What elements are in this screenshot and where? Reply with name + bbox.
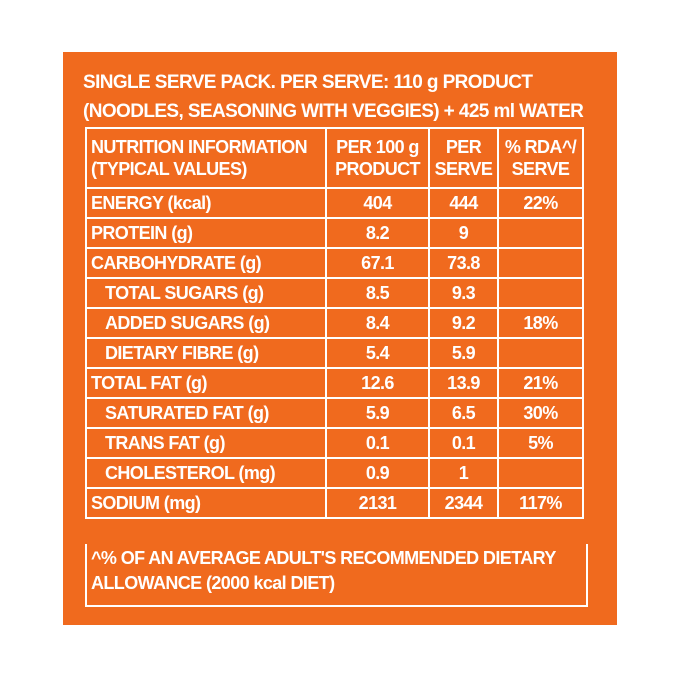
value-cell: 12.6 <box>325 367 430 399</box>
value-cell: 9.2 <box>428 307 499 339</box>
value-cell: 5.9 <box>428 337 499 369</box>
value-cell <box>497 277 584 309</box>
nutrition-table: NUTRITION INFORMATION (TYPICAL VALUES) PER… <box>85 127 584 519</box>
nutrient-label: TRANS FAT (g) <box>85 427 327 459</box>
table-row: CARBOHYDRATE (g) 67.1 73.8 <box>85 247 584 279</box>
footnote-line: ^% OF AN AVERAGE ADULT'S RECOMMENDED DIE… <box>91 548 556 568</box>
nutrient-label: TOTAL FAT (g) <box>85 367 327 399</box>
header-text: SERVE <box>434 159 493 179</box>
value-cell: 444 <box>428 187 499 219</box>
value-cell: 117% <box>497 487 584 519</box>
value-cell: 2344 <box>428 487 499 519</box>
table-row: CHOLESTEROL (mg) 0.9 1 <box>85 457 584 489</box>
value-cell: 22% <box>497 187 584 219</box>
value-cell <box>497 337 584 369</box>
nutrition-panel: SINGLE SERVE PACK. PER SERVE: 110 g PROD… <box>63 52 617 625</box>
value-cell: 8.2 <box>325 217 430 249</box>
value-cell: 9 <box>428 217 499 249</box>
value-cell: 5% <box>497 427 584 459</box>
header-cell: NUTRITION INFORMATION (TYPICAL VALUES) <box>85 127 327 189</box>
value-cell: 8.4 <box>325 307 430 339</box>
value-cell: 18% <box>497 307 584 339</box>
heading: SINGLE SERVE PACK. PER SERVE: 110 g PROD… <box>83 68 584 126</box>
table-row: SODIUM (mg) 2131 2344 117% <box>85 487 584 519</box>
value-cell: 0.9 <box>325 457 430 489</box>
header-row: NUTRITION INFORMATION (TYPICAL VALUES) PER… <box>85 127 584 189</box>
value-cell: 21% <box>497 367 584 399</box>
table-row: PROTEIN (g) 8.2 9 <box>85 217 584 249</box>
value-cell: 0.1 <box>428 427 499 459</box>
footnote-line: ALLOWANCE (2000 kcal DIET) <box>91 573 335 593</box>
value-cell: 2131 <box>325 487 430 519</box>
value-cell: 73.8 <box>428 247 499 279</box>
value-cell: 6.5 <box>428 397 499 429</box>
value-cell: 67.1 <box>325 247 430 279</box>
nutrient-label: SATURATED FAT (g) <box>85 397 327 429</box>
value-cell: 5.4 <box>325 337 430 369</box>
header-text: SERVE <box>511 159 570 179</box>
header-text: (TYPICAL VALUES) <box>91 159 247 179</box>
value-cell: 404 <box>325 187 430 219</box>
heading-line: (NOODLES, SEASONING WITH VEGGIES) + 425 … <box>83 101 584 122</box>
value-cell <box>497 247 584 279</box>
table-row: TRANS FAT (g) 0.1 0.1 5% <box>85 427 584 459</box>
header-cell: % RDA^/SERVE <box>497 127 584 189</box>
nutrient-label: ENERGY (kcal) <box>85 187 327 219</box>
value-cell: 8.5 <box>325 277 430 309</box>
table-row: ENERGY (kcal) 404 444 22% <box>85 187 584 219</box>
table-row: TOTAL SUGARS (g) 8.5 9.3 <box>85 277 584 309</box>
header-cell: PER 100 g PRODUCT <box>325 127 430 189</box>
nutrient-label: PROTEIN (g) <box>85 217 327 249</box>
footnote: ^% OF AN AVERAGE ADULT'S RECOMMENDED DIE… <box>85 544 588 607</box>
table-row: ADDED SUGARS (g) 8.4 9.2 18% <box>85 307 584 339</box>
header-text: PER <box>445 137 482 157</box>
value-cell: 9.3 <box>428 277 499 309</box>
header-text: % RDA^/ <box>504 137 577 157</box>
header-text: PER 100 g <box>336 137 419 157</box>
nutrient-label: TOTAL SUGARS (g) <box>85 277 327 309</box>
value-cell: 13.9 <box>428 367 499 399</box>
table-row: DIETARY FIBRE (g) 5.4 5.9 <box>85 337 584 369</box>
header-text: NUTRITION INFORMATION <box>91 137 308 157</box>
header-cell: PER SERVE <box>428 127 499 189</box>
header-text: PRODUCT <box>335 159 420 179</box>
table-row: TOTAL FAT (g) 12.6 13.9 21% <box>85 367 584 399</box>
nutrient-label: ADDED SUGARS (g) <box>85 307 327 339</box>
nutrient-label: CARBOHYDRATE (g) <box>85 247 327 279</box>
value-cell <box>497 217 584 249</box>
nutrient-label: DIETARY FIBRE (g) <box>85 337 327 369</box>
nutrient-label: SODIUM (mg) <box>85 487 327 519</box>
table-row: SATURATED FAT (g) 5.9 6.5 30% <box>85 397 584 429</box>
value-cell: 30% <box>497 397 584 429</box>
value-cell: 0.1 <box>325 427 430 459</box>
value-cell <box>497 457 584 489</box>
value-cell: 5.9 <box>325 397 430 429</box>
value-cell: 1 <box>428 457 499 489</box>
heading-line: SINGLE SERVE PACK. PER SERVE: 110 g PROD… <box>83 72 533 93</box>
nutrient-label: CHOLESTEROL (mg) <box>85 457 327 489</box>
